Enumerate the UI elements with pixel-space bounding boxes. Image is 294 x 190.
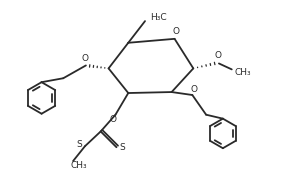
Text: CH₃: CH₃ [234,68,251,77]
Text: O: O [172,27,179,36]
Text: O: O [110,115,117,124]
Text: H₃C: H₃C [151,13,167,22]
Text: O: O [191,85,198,94]
Text: S: S [119,143,125,152]
Text: S: S [76,140,82,149]
Text: O: O [214,51,221,60]
Text: O: O [81,54,88,63]
Text: CH₃: CH₃ [71,162,87,170]
